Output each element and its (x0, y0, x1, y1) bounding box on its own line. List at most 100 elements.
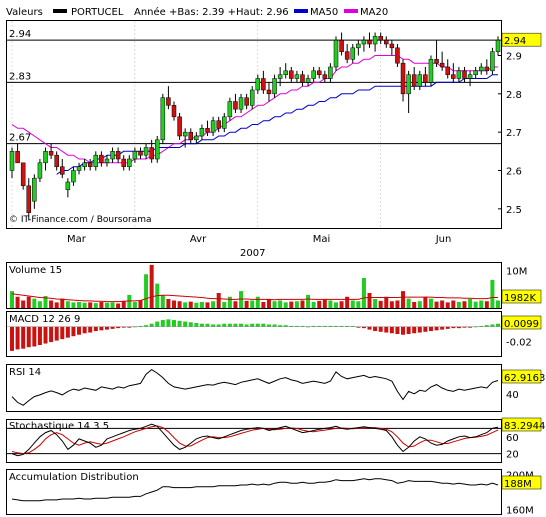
candle-down (121, 158, 126, 167)
macd-bar (121, 326, 126, 328)
rsi-panel-frame (6, 364, 502, 412)
year-range-text: Année +Bas: 2.39 +Haut: 2.96 (134, 6, 289, 18)
macd-bar (272, 324, 277, 327)
candle-down (149, 147, 154, 160)
candle-up (478, 66, 484, 72)
macd-bar (417, 326, 422, 333)
macd-bar (104, 326, 109, 330)
macd-bar (239, 323, 244, 327)
volume-bar (283, 302, 288, 308)
volume-bar (300, 300, 305, 308)
volume-bar (451, 300, 456, 308)
volume-bar (339, 301, 344, 308)
macd-bar (440, 326, 445, 330)
macd-bar (26, 326, 31, 348)
candle-down (423, 74, 428, 83)
stochastic-tick-label: 60 (506, 433, 519, 444)
ma50-line (56, 74, 498, 175)
volume-bar (328, 300, 333, 308)
candle-down (177, 116, 182, 137)
macd-bar (261, 323, 266, 327)
volume-bar (367, 293, 372, 308)
candle-down (26, 185, 32, 213)
volume-bar (473, 301, 478, 308)
candle-up (249, 89, 255, 106)
macd-bar (423, 326, 428, 332)
macd-bar (15, 326, 20, 350)
macd-layer: -0.02 0.0099 (7, 315, 542, 351)
candle-down (48, 151, 54, 156)
macd-bar (222, 323, 227, 327)
macd-bar (127, 326, 132, 328)
macd-bar (361, 326, 366, 329)
month-label: Mai (313, 234, 331, 245)
volume-bar (132, 302, 137, 308)
candle-up (328, 66, 333, 79)
candle-up (9, 151, 15, 171)
volume-bar (21, 300, 26, 308)
volume-bar (278, 300, 283, 308)
volume-bar (294, 301, 299, 308)
volume-bar (227, 296, 232, 308)
candle-up (283, 70, 288, 75)
price-tick-label: 2.9 (506, 52, 522, 63)
reference-line-label: 2.67 (9, 133, 31, 144)
macd-bar (406, 326, 411, 334)
volume-bar (183, 302, 188, 308)
accdist-last-value-text: 188M (504, 479, 532, 490)
macd-bar (244, 324, 249, 327)
volume-tick-label: 10M (506, 267, 527, 278)
volume-bar (54, 302, 59, 308)
volume-bar (322, 299, 327, 308)
volume-bar (149, 264, 154, 308)
volume-bar (104, 302, 109, 308)
volume-bar (32, 298, 37, 308)
macd-title: MACD 12 26 9 (9, 314, 80, 325)
volume-bar (317, 300, 322, 308)
rsi-layer: 40 62.9163 (11, 368, 545, 406)
price-last-value-text: 2.94 (504, 36, 526, 47)
candle-down (115, 151, 121, 160)
candle-down (188, 131, 194, 141)
candle-down (439, 62, 445, 68)
macd-bar (172, 320, 176, 327)
volume-bar (417, 301, 422, 308)
symbol-legend-swatch (53, 9, 67, 13)
volume-bar (350, 300, 355, 308)
candle-down (300, 74, 305, 83)
macd-bar (205, 323, 210, 327)
volume-title: Volume 15 (9, 265, 62, 276)
volume-bar (412, 302, 417, 308)
candle-up (132, 151, 138, 160)
stochastic-d-line (11, 425, 499, 455)
macd-bar (367, 326, 372, 330)
candle-down (384, 39, 389, 45)
volume-bar (211, 301, 216, 308)
macd-bar (37, 326, 42, 345)
candle-down (395, 47, 400, 64)
stochastic-panel-frame (6, 419, 502, 463)
ma20-legend-label: MA20 (360, 7, 388, 18)
macd-bar (155, 321, 160, 327)
macd-bar (65, 326, 70, 338)
macd-bar (183, 321, 188, 327)
candle-up (194, 135, 199, 141)
volume-bar (261, 302, 266, 308)
volume-bar (60, 298, 65, 308)
macd-bar (43, 326, 48, 344)
candle-up (199, 128, 205, 137)
candle-up (305, 78, 311, 83)
rsi-title: RSI 14 (9, 367, 41, 378)
volume-bar (88, 302, 93, 308)
macd-bar (451, 326, 456, 329)
macd-bar (255, 323, 260, 327)
volume-bar (26, 296, 31, 308)
macd-bar (166, 319, 171, 327)
candle-up (222, 116, 227, 129)
stochastic-last-value-box (501, 417, 542, 432)
candle-down (233, 101, 238, 110)
macd-bar (149, 323, 154, 327)
candle-down (434, 59, 439, 64)
volume-bar (194, 302, 199, 308)
candle-up (277, 74, 283, 79)
